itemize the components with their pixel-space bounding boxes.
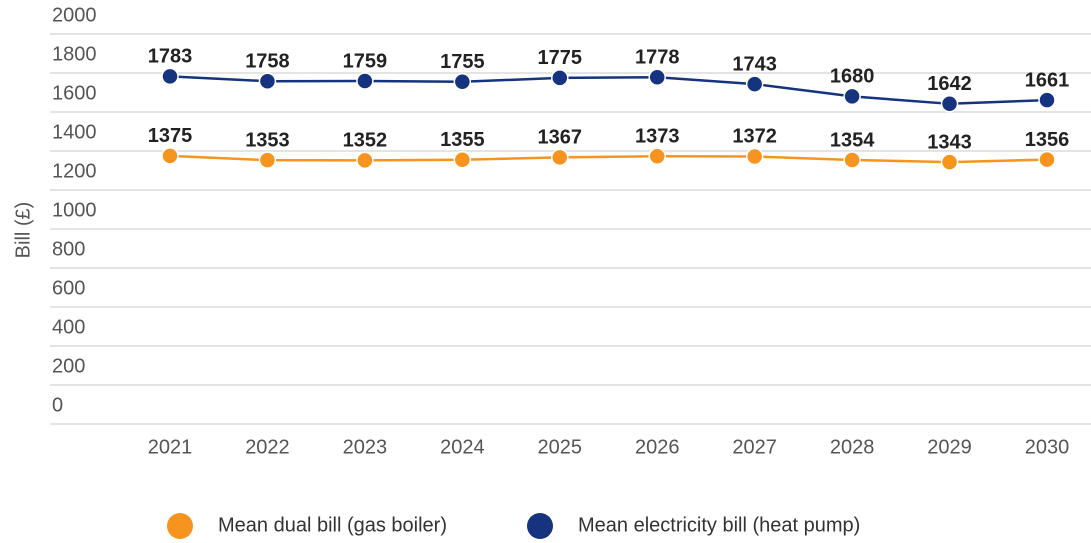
- legend-label: Mean electricity bill (heat pump): [578, 514, 860, 536]
- point: [258, 151, 277, 169]
- data-label: 1372: [732, 126, 777, 148]
- data-label: 1661: [1025, 69, 1070, 91]
- x-tick-label: 2029: [927, 436, 972, 458]
- data-label: 1755: [440, 51, 485, 73]
- legend-swatch: [167, 513, 193, 539]
- point: [258, 72, 277, 90]
- point: [356, 151, 374, 170]
- point: [161, 67, 179, 86]
- point: [648, 68, 666, 87]
- point: [843, 87, 861, 106]
- data-label: 1355: [440, 129, 485, 151]
- data-label: 1783: [148, 46, 193, 68]
- point: [940, 153, 959, 171]
- y-tick-label: 200: [52, 355, 85, 377]
- point: [551, 69, 569, 87]
- data-label: 1759: [343, 50, 388, 72]
- point: [1038, 91, 1056, 109]
- data-label: 1642: [927, 73, 972, 95]
- point: [745, 147, 764, 166]
- point: [745, 75, 764, 93]
- series-line: [169, 154, 1048, 164]
- x-tick-label: 2025: [538, 436, 583, 458]
- y-tick-label: 1400: [52, 121, 97, 143]
- point: [551, 148, 569, 167]
- point: [648, 147, 666, 166]
- point: [453, 151, 472, 169]
- data-label: 1775: [538, 47, 583, 69]
- data-label: 1373: [635, 126, 680, 148]
- point: [843, 151, 861, 169]
- x-tick-label: 2030: [1025, 436, 1070, 458]
- point: [356, 72, 374, 90]
- data-label: 1352: [343, 130, 388, 152]
- data-label: 1356: [1025, 129, 1070, 151]
- y-tick-label: 1600: [52, 82, 97, 104]
- point: [940, 95, 959, 113]
- y-tick-label: 1000: [52, 199, 97, 221]
- data-label: 1353: [245, 129, 290, 151]
- y-tick-label: 400: [52, 316, 85, 338]
- data-label: 1375: [148, 125, 193, 147]
- y-axis-label: Bill (£): [12, 202, 34, 259]
- x-tick-label: 2028: [830, 436, 875, 458]
- x-tick-label: 2026: [635, 436, 680, 458]
- y-tick-label: 800: [52, 238, 85, 260]
- y-tick-label: 1800: [52, 43, 97, 65]
- y-tick-label: 0: [52, 394, 63, 416]
- point: [453, 73, 472, 91]
- data-label: 1743: [732, 53, 777, 75]
- data-label: 1758: [245, 50, 290, 72]
- data-label: 1354: [830, 129, 875, 151]
- legend-label: Mean dual bill (gas boiler): [218, 514, 447, 536]
- x-tick-label: 2027: [732, 436, 777, 458]
- series-line: [169, 75, 1048, 106]
- y-tick-label: 600: [52, 277, 85, 299]
- x-tick-label: 2023: [343, 436, 388, 458]
- legend-swatch: [527, 513, 553, 539]
- data-label: 1343: [927, 131, 972, 153]
- data-label: 1680: [830, 66, 875, 88]
- data-label: 1367: [538, 127, 583, 149]
- point: [161, 147, 179, 165]
- y-tick-label: 2000: [52, 4, 97, 26]
- data-label: 1778: [635, 47, 680, 69]
- x-tick-label: 2022: [245, 436, 290, 458]
- point: [1038, 150, 1056, 169]
- x-tick-label: 2024: [440, 436, 485, 458]
- x-tick-label: 2021: [148, 436, 193, 458]
- y-tick-label: 1200: [52, 160, 97, 182]
